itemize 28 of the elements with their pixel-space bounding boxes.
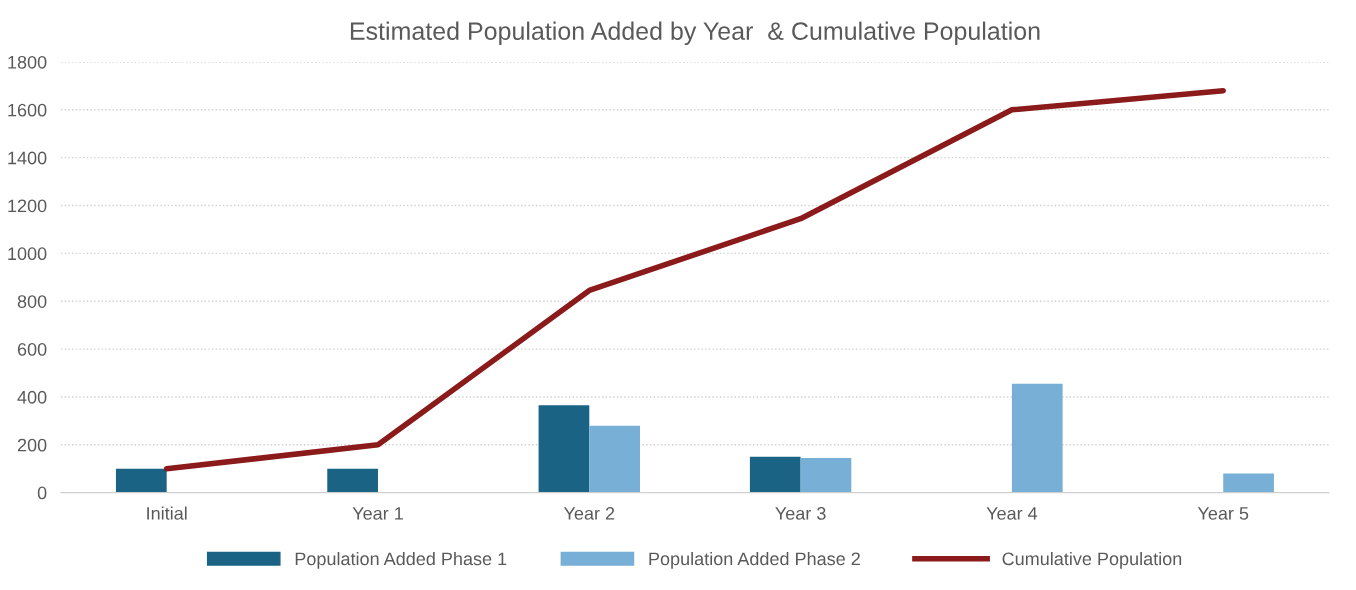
bar <box>1223 473 1274 493</box>
y-tick-label: 0 <box>37 486 47 500</box>
legend-label: Cumulative Population <box>1002 551 1182 569</box>
bar <box>327 468 378 493</box>
y-tick-label: 600 <box>17 343 47 356</box>
x-tick-label: Year 3 <box>775 507 826 520</box>
bar <box>115 468 167 493</box>
y-tick-label: 1000 <box>8 247 47 261</box>
y-tick-label: 1400 <box>8 151 47 165</box>
bar <box>538 405 590 493</box>
x-tick-label: Year 4 <box>986 507 1038 520</box>
y-tick-label: 1200 <box>8 199 47 213</box>
bar <box>800 457 852 493</box>
y-tick-label: 1600 <box>8 103 47 117</box>
y-tick-label: 800 <box>17 295 47 308</box>
bar <box>589 425 641 493</box>
bar <box>749 456 801 493</box>
x-tick-label: Year 2 <box>563 507 615 520</box>
y-tick-label: 1800 <box>8 55 47 69</box>
chart-title: Estimated Population Added by Year & Cumulative Population <box>350 21 1040 45</box>
legend-label: Population Added Phase 2 <box>649 551 860 569</box>
x-tick-label: Initial <box>147 506 187 520</box>
y-tick-label: 200 <box>17 438 47 452</box>
y-tick-label: 400 <box>17 390 47 404</box>
x-tick-label: Year 1 <box>352 507 403 520</box>
legend-label: Population Added Phase 1 <box>295 551 507 569</box>
bar <box>1011 383 1063 493</box>
x-tick-label: Year 5 <box>1197 507 1249 520</box>
